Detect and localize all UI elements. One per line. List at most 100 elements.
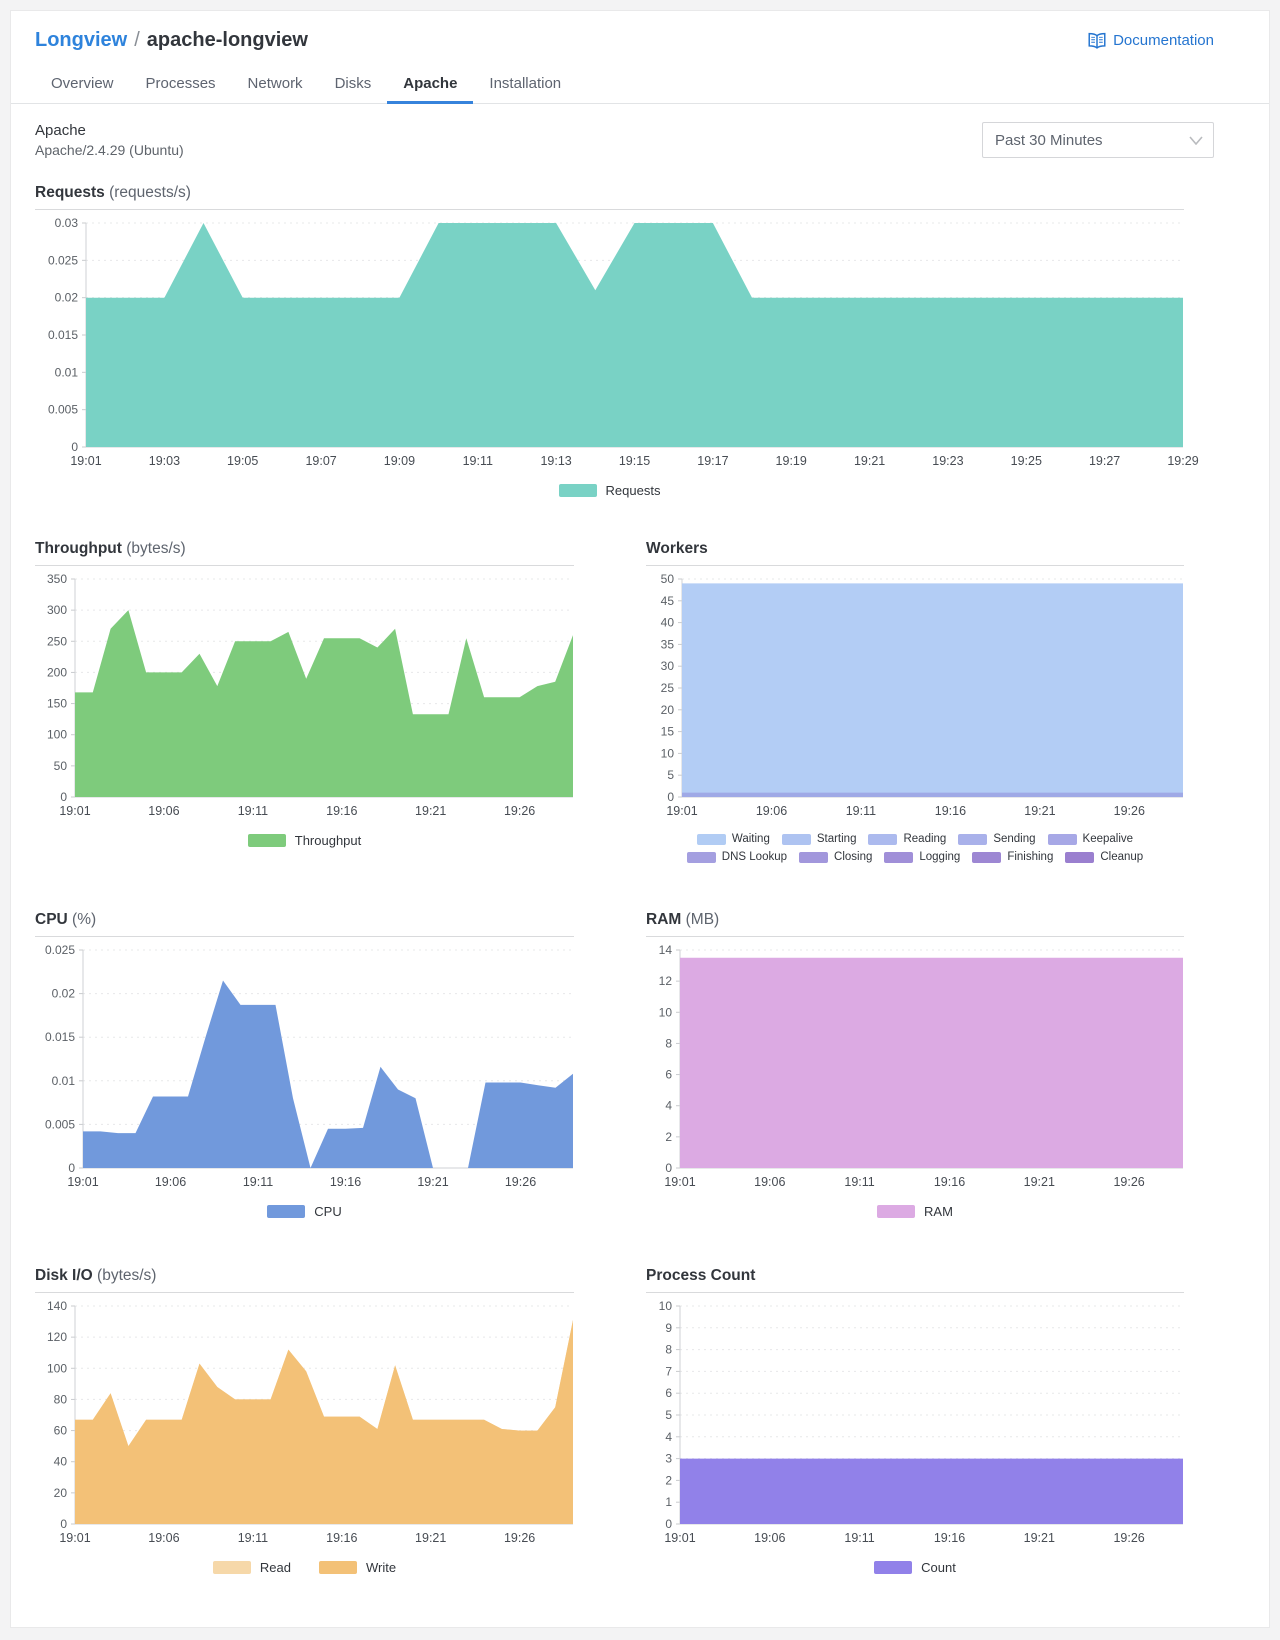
svg-text:4: 4 xyxy=(665,1430,672,1444)
svg-text:10: 10 xyxy=(659,1005,673,1019)
svg-text:5: 5 xyxy=(665,1408,672,1422)
svg-text:19:11: 19:11 xyxy=(238,804,268,818)
legend-label: Sending xyxy=(993,833,1036,845)
svg-text:150: 150 xyxy=(47,697,67,711)
svg-text:40: 40 xyxy=(54,1455,68,1469)
disk-io-plot[interactable]: 0 20 40 60 80 100 120 140 19:01 19:06 19:11 19:16 19… xyxy=(35,1298,574,1550)
svg-text:50: 50 xyxy=(54,759,68,773)
disk-io-legend: Read Write xyxy=(35,1560,574,1575)
disk-io-chart: Disk I/O (bytes/s) 0 20 40 60 80 100 120 140 19:… xyxy=(35,1267,574,1581)
svg-text:19:11: 19:11 xyxy=(243,1175,273,1189)
requests-chart-title: Requests (requests/s) xyxy=(35,184,1184,210)
legend-swatch-icon xyxy=(799,851,829,863)
svg-text:0.015: 0.015 xyxy=(45,1030,75,1044)
svg-text:19:11: 19:11 xyxy=(846,804,876,818)
apache-section-title: Apache xyxy=(35,122,86,139)
apache-section-header: Apache Apache/2.4.29 (Ubuntu) Past 30 Mi… xyxy=(11,122,1269,158)
svg-text:0: 0 xyxy=(665,1161,672,1175)
breadcrumb: Longview / apache-longview xyxy=(35,29,308,52)
legend-swatch-icon xyxy=(884,851,914,863)
svg-text:19:03: 19:03 xyxy=(149,454,180,468)
svg-text:0.02: 0.02 xyxy=(55,291,79,305)
tab-network[interactable]: Network xyxy=(247,75,303,92)
tab-bar: Overview Processes Network Disks Apache … xyxy=(11,66,1269,104)
ram-plot[interactable]: 0 2 4 6 8 10 12 14 19:01 19:06 19:11 19:16 19:21 19:2… xyxy=(646,942,1184,1194)
svg-text:19:06: 19:06 xyxy=(756,804,787,818)
tab-installation[interactable]: Installation xyxy=(489,75,562,92)
svg-text:0: 0 xyxy=(68,1161,75,1175)
legend-item: Keepalive xyxy=(1047,833,1133,845)
legend-item: Count xyxy=(874,1560,956,1575)
documentation-book-icon xyxy=(1087,32,1107,50)
svg-text:19:06: 19:06 xyxy=(155,1175,186,1189)
svg-text:0.01: 0.01 xyxy=(52,1074,76,1088)
svg-text:5: 5 xyxy=(667,768,674,782)
svg-text:19:06: 19:06 xyxy=(148,804,179,818)
throughput-chart: Throughput (bytes/s) 0 50 100 150 200 250 300 3… xyxy=(35,540,574,869)
cpu-chart-title: CPU (%) xyxy=(35,911,574,937)
legend-item: Requests xyxy=(558,483,661,498)
svg-text:45: 45 xyxy=(661,594,675,608)
svg-text:0: 0 xyxy=(60,1517,67,1531)
svg-text:19:01: 19:01 xyxy=(59,1531,90,1545)
breadcrumb-longview-link[interactable]: Longview xyxy=(35,29,128,51)
breadcrumb-separator: / xyxy=(134,29,140,51)
tab-overview[interactable]: Overview xyxy=(51,75,114,92)
svg-text:19:05: 19:05 xyxy=(227,454,258,468)
legend-swatch-icon xyxy=(318,1561,357,1574)
legend-item: Throughput xyxy=(247,833,361,848)
svg-text:19:21: 19:21 xyxy=(1024,804,1055,818)
legend-label: DNS Lookup xyxy=(721,851,788,863)
svg-text:80: 80 xyxy=(54,1392,68,1406)
cpu-plot[interactable]: 0 0.005 0.01 0.015 0.02 0.025 19:01 19:06 19:11 1… xyxy=(35,942,574,1194)
workers-plot[interactable]: 0 5 10 15 20 25 30 35 40 45 50 19:01 19:06 19:11 19:16… xyxy=(646,571,1184,823)
legend-item: Starting xyxy=(781,833,856,845)
legend-item: Finishing xyxy=(972,851,1053,863)
svg-text:19:15: 19:15 xyxy=(619,454,650,468)
ram-legend: RAM xyxy=(646,1204,1184,1219)
svg-text:19:11: 19:11 xyxy=(238,1531,268,1545)
svg-text:0.03: 0.03 xyxy=(55,216,79,230)
tab-disks[interactable]: Disks xyxy=(334,75,372,92)
legend-item: Sending xyxy=(958,833,1036,845)
svg-text:19:26: 19:26 xyxy=(1113,1175,1144,1189)
legend-item: DNS Lookup xyxy=(686,851,788,863)
legend-item: Closing xyxy=(799,851,872,863)
legend-swatch-icon xyxy=(972,851,1002,863)
svg-text:40: 40 xyxy=(661,616,675,630)
svg-text:20: 20 xyxy=(54,1486,68,1500)
tab-apache[interactable]: Apache xyxy=(387,66,474,104)
svg-text:0.025: 0.025 xyxy=(48,253,78,267)
svg-text:19:16: 19:16 xyxy=(330,1175,361,1189)
svg-text:100: 100 xyxy=(47,728,67,742)
svg-text:8: 8 xyxy=(665,1343,672,1357)
process-count-chart-title: Process Count xyxy=(646,1267,1184,1293)
documentation-link[interactable]: Documentation xyxy=(1087,32,1214,50)
legend-swatch-icon xyxy=(1065,851,1095,863)
process-count-legend: Count xyxy=(646,1560,1184,1575)
legend-label: Requests xyxy=(605,483,661,498)
legend-swatch-icon xyxy=(1047,833,1077,845)
svg-text:19:01: 19:01 xyxy=(70,454,101,468)
process-count-plot[interactable]: 0 1 2 3 4 5 6 7 8 9 10 19:01 19:06 19:11 19:16 19:21 19:… xyxy=(646,1298,1184,1550)
svg-text:6: 6 xyxy=(665,1386,672,1400)
legend-label: Finishing xyxy=(1007,851,1054,863)
legend-label: Cleanup xyxy=(1100,851,1144,863)
requests-legend: Requests xyxy=(35,483,1184,498)
svg-text:10: 10 xyxy=(659,1299,673,1313)
ram-chart-title: RAM (MB) xyxy=(646,911,1184,937)
throughput-plot[interactable]: 0 50 100 150 200 250 300 350 19:01 19:06 19:11 19:1… xyxy=(35,571,574,823)
cpu-chart: CPU (%) 0 0.005 0.01 0.015 0.02 0.025 19:01 19:… xyxy=(35,911,574,1225)
requests-plot[interactable]: 0 0.005 0.01 0.015 0.02 0.025 0.03 19:01 19:03 19… xyxy=(35,215,1199,473)
svg-text:30: 30 xyxy=(661,659,675,673)
svg-text:19:27: 19:27 xyxy=(1089,454,1120,468)
svg-text:0.01: 0.01 xyxy=(55,365,79,379)
legend-swatch-icon xyxy=(868,833,898,845)
chevron-down-icon xyxy=(1189,135,1203,145)
svg-text:19:01: 19:01 xyxy=(59,804,90,818)
tab-processes[interactable]: Processes xyxy=(145,75,216,92)
legend-label: RAM xyxy=(924,1204,953,1219)
time-range-select[interactable]: Past 30 Minutes xyxy=(982,122,1214,158)
legend-swatch-icon xyxy=(877,1205,916,1218)
svg-text:14: 14 xyxy=(659,943,673,957)
